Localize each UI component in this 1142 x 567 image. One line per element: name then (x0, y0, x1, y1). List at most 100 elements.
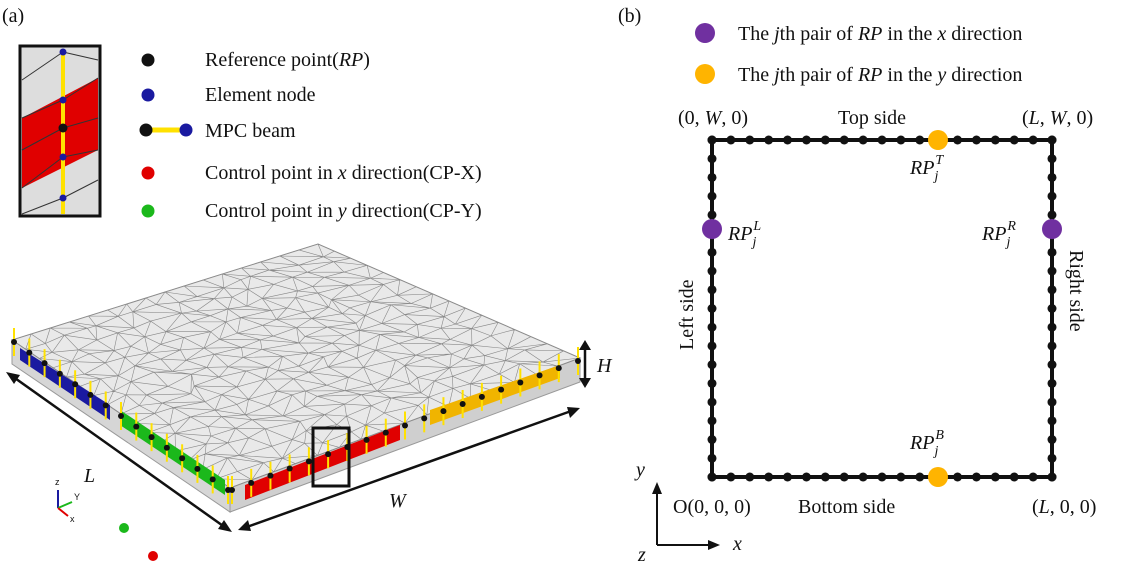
boundary-node (764, 135, 774, 145)
text: MPC beam (205, 120, 296, 142)
rp-label: RPjT (909, 153, 944, 184)
boundary-node (745, 472, 755, 482)
text: ) (363, 49, 370, 71)
rp-label: RPjR (981, 219, 1016, 250)
reference-point (26, 349, 33, 356)
reference-point (248, 479, 255, 486)
text: RP (338, 49, 363, 71)
text: Bottom side (798, 496, 895, 518)
reference-point (555, 365, 562, 372)
axis-triad: z Y x (55, 477, 80, 524)
legend-item: Reference point(RP) (205, 49, 370, 71)
boundary-node (915, 472, 925, 482)
panel-label-text: (a) (2, 5, 24, 27)
boundary-node (1009, 472, 1019, 482)
reference-point (102, 402, 109, 409)
boundary-node (1028, 135, 1038, 145)
rp-right (1042, 219, 1062, 239)
reference-point (56, 370, 63, 377)
side-label: Left side (676, 279, 698, 350)
reference-point (440, 408, 447, 415)
mesh-slab (10, 243, 582, 513)
rp-top (928, 130, 948, 150)
text: x (732, 533, 742, 555)
text: x (337, 162, 347, 184)
legend-marker (695, 23, 715, 43)
text: (0, (678, 107, 705, 129)
rp-label: RPjL (727, 219, 761, 250)
legend-item: Element node (205, 84, 316, 106)
dim-label: L (83, 465, 95, 487)
boundary-node (877, 472, 887, 482)
text: , 0) (1066, 107, 1093, 129)
boundary-node (1047, 397, 1057, 407)
boundary-node (764, 472, 774, 482)
reference-point (209, 476, 216, 483)
text: in the (882, 64, 937, 86)
boundary-node (1047, 322, 1057, 332)
text: RP (909, 432, 934, 454)
text: direction (946, 23, 1022, 45)
control-point (119, 523, 129, 533)
text: in the (882, 23, 937, 45)
boundary-node (1047, 172, 1057, 182)
boundary-node (707, 285, 717, 295)
boundary-node (1047, 135, 1057, 145)
boundary-node (1047, 247, 1057, 257)
dimension-arrows (6, 340, 591, 532)
dim-label: W (389, 490, 408, 512)
text: W (1050, 107, 1069, 129)
text: Control point in (205, 162, 338, 184)
text: Element node (205, 84, 316, 106)
reference-point (133, 423, 140, 430)
text: j (771, 64, 780, 86)
text: RP (727, 223, 752, 245)
boundary-node (707, 378, 717, 388)
corner-label: (0, W, 0) (678, 107, 748, 129)
text: direction (946, 64, 1022, 86)
boundary-node (1047, 266, 1057, 276)
reference-point (478, 393, 485, 400)
legend-item: MPC beam (205, 120, 296, 142)
boundary-node (971, 472, 981, 482)
text: j (932, 169, 938, 184)
boundary-node (707, 397, 717, 407)
boundary-square (710, 138, 1054, 479)
boundary-node (1047, 341, 1057, 351)
panel-label: (b) (618, 5, 641, 27)
boundary-node (707, 435, 717, 445)
reference-point (72, 381, 79, 388)
boundary-node (820, 135, 830, 145)
boundary-node (783, 135, 793, 145)
boundary-node (896, 135, 906, 145)
rp-bottom (928, 467, 948, 487)
boundary-node (1047, 285, 1057, 295)
boundary-node (707, 360, 717, 370)
reference-point (194, 465, 201, 472)
boundary-node (783, 472, 793, 482)
coordinate-axes (652, 482, 720, 550)
reference-point (325, 451, 332, 458)
legend-item: The jth pair of RP in the y direction (738, 64, 1022, 86)
text: Control point in (205, 200, 338, 222)
reference-point (536, 372, 543, 379)
boundary-node (1047, 304, 1057, 313)
reference-point (517, 379, 524, 386)
text: x (936, 23, 946, 45)
text: z (55, 477, 60, 487)
reference-point (163, 444, 170, 451)
boundary-node (1047, 472, 1057, 482)
legend-item: Control point in x direction(CP-X) (205, 162, 482, 184)
boundary-node (707, 416, 717, 426)
text: x (70, 514, 75, 524)
boundary-node (1047, 360, 1057, 370)
boundary-node (1009, 135, 1019, 145)
text: RP (857, 23, 882, 45)
text: Reference point( (205, 49, 339, 71)
boundary-node (839, 472, 849, 482)
boundary-node (877, 135, 887, 145)
boundary-node (707, 191, 717, 201)
boundary-node (896, 472, 906, 482)
inset (18, 44, 102, 218)
